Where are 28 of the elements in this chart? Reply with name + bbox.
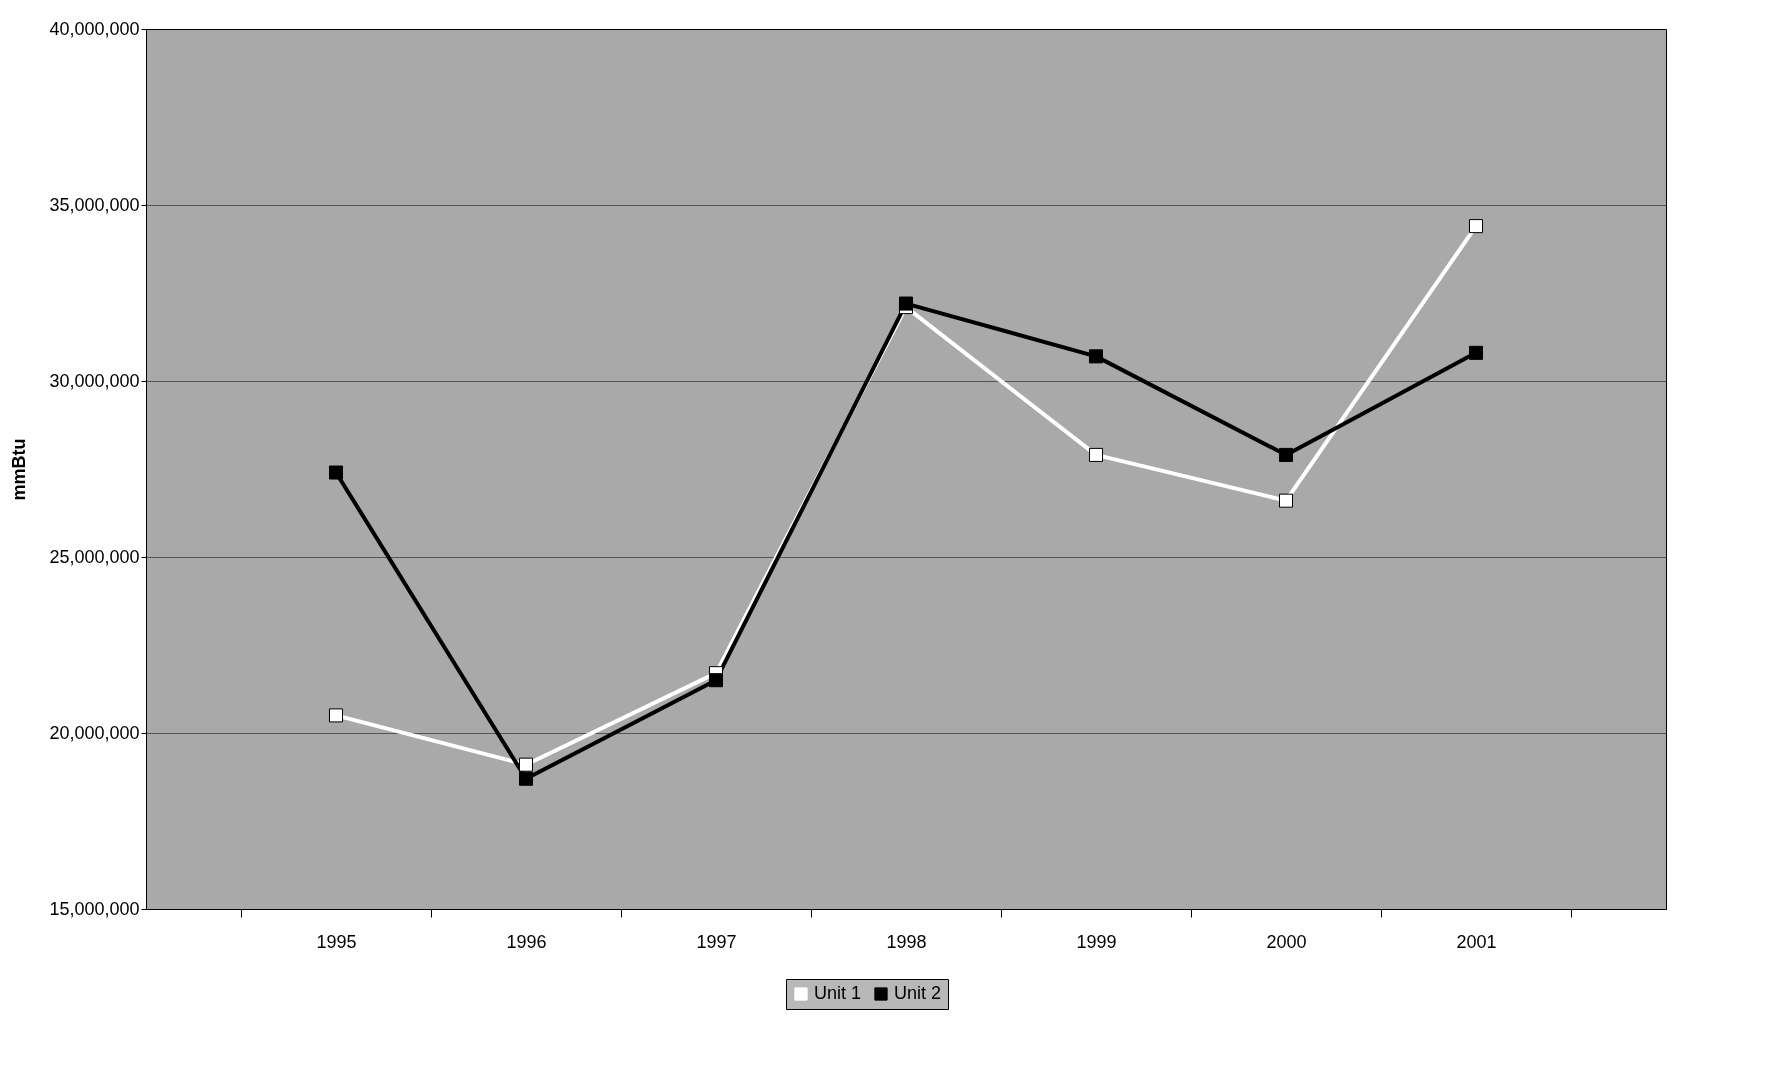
y-tick-label: 25,000,000 <box>49 546 140 567</box>
point <box>1088 349 1104 364</box>
y-tick-label: 40,000,000 <box>49 18 140 39</box>
y-tick-label: 30,000,000 <box>49 370 140 391</box>
y-axis-title: mmBtu <box>9 438 30 501</box>
y-tick-label: 35,000,000 <box>49 194 140 215</box>
x-tick-label: 1998 <box>886 931 927 952</box>
x-tick-label: 1997 <box>696 931 737 952</box>
point <box>1278 447 1294 462</box>
x-tick-label: 2000 <box>1266 931 1307 952</box>
y-tick-label: 20,000,000 <box>49 722 140 743</box>
point <box>1468 219 1484 234</box>
point <box>328 465 344 480</box>
x-tick-label: 2001 <box>1456 931 1497 952</box>
legend-label: Unit 1 <box>814 983 862 1003</box>
point <box>1278 493 1294 508</box>
legend-label: Unit 2 <box>894 983 942 1003</box>
point <box>328 708 344 723</box>
x-tick-label: 1999 <box>1076 931 1117 952</box>
y-tick-label: 15,000,000 <box>49 898 140 919</box>
point <box>518 771 534 786</box>
point <box>1468 345 1484 360</box>
point <box>1088 447 1104 462</box>
x-tick-label: 1996 <box>506 931 547 952</box>
point <box>708 673 724 688</box>
x-tick-label: 1995 <box>316 931 357 952</box>
point <box>898 296 914 311</box>
point <box>518 757 534 772</box>
